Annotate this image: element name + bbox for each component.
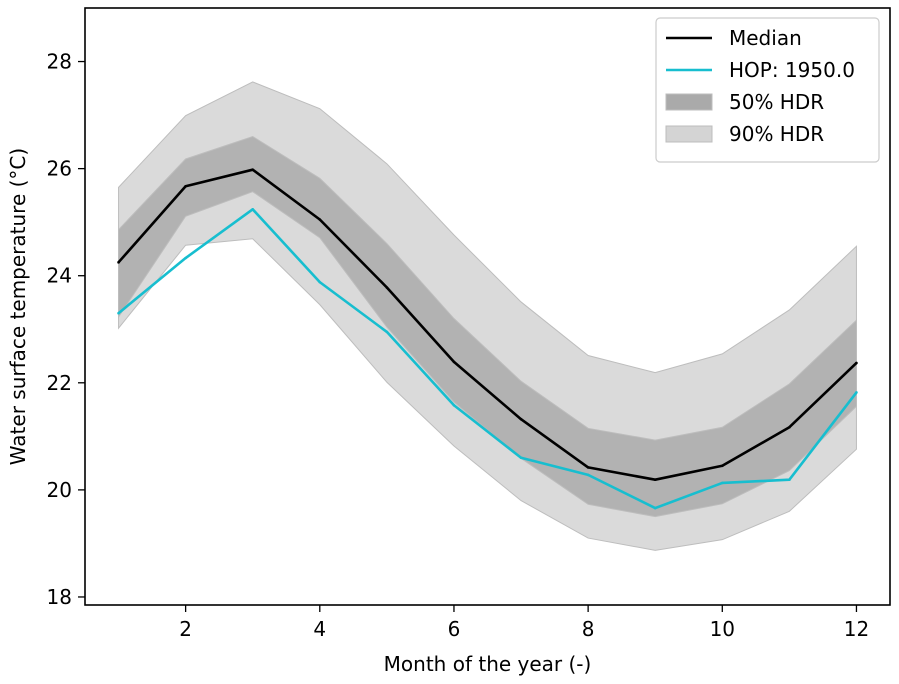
x-tick-label: 12: [844, 617, 869, 641]
legend-entry-90-hdr: 90% HDR: [665, 122, 824, 146]
y-tick-label: 28: [47, 50, 72, 74]
point-hop-1950-0-8: [586, 473, 590, 477]
point-hop-1950-0-3: [251, 208, 255, 211]
series-line-median: [117, 168, 858, 482]
point-hop-1950-0-11: [788, 478, 791, 482]
point-hop-1950-0-4: [318, 280, 322, 284]
series-line-hop-1950-0: [117, 208, 858, 510]
point-hop-1950-0-5: [385, 330, 389, 334]
y-axis-ticks: 18 20 22 24 26 28: [47, 50, 85, 609]
x-tick-label: 10: [710, 617, 735, 641]
point-hop-1950-0-1: [117, 311, 120, 315]
legend-label: Median: [729, 26, 802, 50]
legend-entry-median: Median: [666, 26, 802, 50]
point-hop-1950-0-10: [720, 481, 724, 485]
point-hop-1950-0-2: [184, 256, 187, 260]
hdr-bands: [118, 81, 857, 551]
plot-frame: [84, 7, 891, 606]
point-median-1: [117, 261, 120, 264]
y-tick-label: 22: [47, 371, 72, 395]
point-median-10: [720, 464, 724, 468]
y-tick-label: 26: [47, 157, 72, 181]
point-hop-1950-0-12: [855, 391, 858, 394]
point-median-11: [788, 425, 791, 429]
point-median-3: [251, 168, 255, 171]
point-median-9: [653, 478, 657, 482]
point-median-12: [855, 361, 858, 365]
legend-label: HOP: 1950.0: [729, 58, 855, 82]
x-tick-label: 8: [582, 617, 595, 641]
point-median-4: [318, 218, 322, 221]
point-hop-1950-0-9: [653, 506, 657, 510]
point-hop-1950-0-6: [452, 403, 456, 407]
point-median-6: [452, 360, 456, 364]
point-median-2: [184, 184, 187, 188]
legend-label: 50% HDR: [729, 90, 824, 114]
legend-entry-hop-1950-0: HOP: 1950.0: [666, 58, 855, 82]
y-tick-label: 24: [47, 264, 72, 288]
x-tick-label: 6: [448, 617, 461, 641]
y-tick-label: 20: [47, 478, 72, 502]
legend-entry-50-hdr: 50% HDR: [665, 90, 824, 114]
legend: Median HOP: 1950.0 50% HDR 90% HDR: [655, 17, 880, 163]
x-axis-title: Month of the year (-): [384, 652, 592, 676]
series-lines: [117, 168, 858, 510]
band-50-hdr: [118, 135, 857, 518]
point-median-7: [519, 417, 523, 421]
legend-label: 90% HDR: [729, 122, 824, 146]
y-tick-label: 18: [47, 585, 72, 609]
x-axis-ticks: 2 4 6 8 10 12: [179, 605, 869, 641]
point-hop-1950-0-7: [519, 456, 523, 460]
y-axis-title: Water surface temperature (°C): [6, 148, 30, 465]
legend-swatch: [665, 125, 713, 143]
point-median-8: [586, 466, 590, 469]
point-median-5: [385, 286, 389, 289]
x-tick-label: 4: [313, 617, 326, 641]
legend-swatch: [665, 93, 713, 111]
x-tick-label: 2: [179, 617, 192, 641]
